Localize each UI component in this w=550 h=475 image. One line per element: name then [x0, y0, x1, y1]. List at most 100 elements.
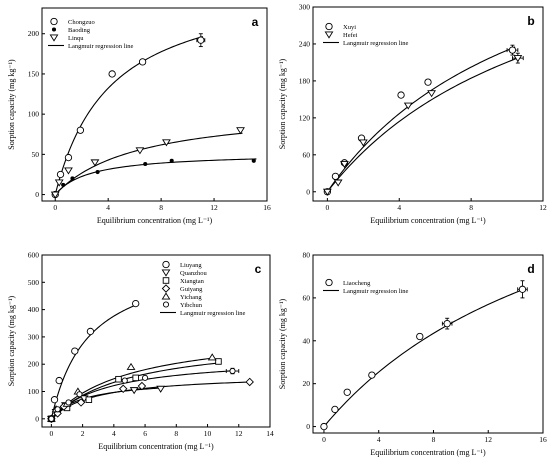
marker-xiangtan: [85, 396, 93, 403]
marker-xuyi: [331, 172, 340, 181]
fit-line-hefei: [326, 56, 521, 193]
y-axis-title: Sorption capacity (mg kg⁻¹): [278, 58, 287, 149]
y-tick-label: 120: [299, 113, 311, 122]
legend-fit-label: Langmuir regression line: [343, 288, 408, 295]
x-tick-label: 4: [112, 429, 116, 438]
marker-guiyang: [245, 377, 254, 387]
marker-liaocheng: [343, 388, 351, 396]
y-axis-title: Sorption capacity (mg kg⁻¹): [7, 59, 16, 150]
marker-yibchun: [142, 374, 149, 381]
fit-line-xuyi: [326, 46, 516, 193]
marker-liaocheng: [320, 422, 328, 431]
marker-liuyang: [55, 376, 63, 385]
marker-yibchun: [229, 367, 236, 375]
marker-yichang: [207, 353, 217, 361]
marker-quanzhou: [129, 387, 139, 395]
marker-hefei: [340, 161, 349, 169]
y-tick-label: 500: [28, 278, 40, 287]
x-tick-label: 0: [53, 203, 57, 212]
legend-entry: Xiangtan: [180, 278, 205, 285]
marker-yibchun: [121, 377, 128, 384]
y-tick-label: 300: [28, 332, 40, 341]
legend-entry: Baoding: [68, 27, 91, 34]
y-tick-label: 40: [303, 336, 311, 345]
legend-fit-label: Langmuir regression line: [180, 310, 245, 317]
x-tick-label: 0: [322, 435, 326, 444]
panel-letter: a: [252, 15, 259, 29]
fit-line-baoding: [54, 158, 257, 195]
y-tick-label: 200: [28, 29, 40, 38]
x-axis-title: Equilibrium concentration (mg L⁻¹): [370, 448, 486, 457]
marker-quanzhou: [156, 385, 166, 393]
y-axis-title: Sorption capacity (mg kg⁻¹): [7, 295, 16, 386]
y-tick-label: 20: [303, 379, 311, 388]
marker-linqu: [90, 159, 100, 167]
marker-xuyi: [325, 22, 333, 31]
x-tick-label: 0: [49, 429, 53, 438]
marker-guiyang: [76, 398, 86, 407]
y-tick-label: 200: [28, 360, 40, 369]
marker-liaocheng: [368, 371, 376, 379]
x-tick-label: 12: [539, 203, 547, 212]
legend-entry: Liaocheng: [343, 280, 371, 287]
marker-chongzuo: [64, 153, 73, 162]
marker-hefei: [403, 102, 413, 110]
y-tick-label: 100: [28, 387, 40, 396]
marker-liaocheng: [325, 278, 333, 287]
legend-entry: Hefei: [343, 32, 358, 39]
legend: LiuyangQuanzhouXiangtanGuiyangYichangYib…: [160, 260, 245, 317]
marker-quanzhou: [161, 269, 171, 277]
marker-yibchun: [76, 391, 83, 398]
marker-xuyi: [424, 78, 432, 86]
marker-chongzuo: [108, 70, 116, 78]
marker-chongzuo: [50, 17, 58, 26]
panel-c: 0 2 4 6 8 10 12 14 0 100 200 300 400 500 600 Equilibriu…: [7, 251, 274, 452]
marker-baoding: [51, 27, 57, 32]
marker-chongzuo: [76, 126, 85, 134]
y-tick-label: 0: [35, 414, 39, 423]
marker-xiangtan: [132, 374, 139, 382]
marker-liuyang: [50, 396, 59, 404]
marker-linqu: [161, 139, 171, 147]
x-tick-label: 8: [469, 203, 473, 212]
y-tick-label: 180: [299, 76, 311, 85]
x-tick-label: 16: [539, 435, 547, 444]
marker-yibchun: [65, 399, 72, 406]
y-tick-label: 0: [35, 190, 39, 199]
y-tick-label: 60: [303, 293, 311, 302]
marker-baoding: [169, 158, 174, 163]
x-tick-label: 14: [266, 429, 274, 438]
marker-xiangtan: [162, 277, 170, 284]
marker-baoding: [70, 176, 75, 181]
marker-hefei: [333, 179, 343, 187]
plot-frame: [312, 254, 544, 434]
x-tick-label: 10: [204, 429, 212, 438]
panel-a: 0 4 8 12 16 0 50 100 150 200 Equilibrium concentra…: [7, 7, 271, 225]
legend-entry: Yibchun: [180, 302, 203, 309]
panel-letter: d: [527, 262, 534, 276]
plot-frame: [41, 7, 268, 202]
marker-guiyang: [118, 384, 128, 394]
panel-d: 0 4 8 12 16 0 20 40 60 80 Equilibrium concentratio…: [278, 251, 547, 458]
y-axis-title: Sorption capacity (mg kg⁻¹): [278, 298, 287, 389]
marker-hefei: [324, 31, 334, 39]
x-tick-label: 12: [484, 435, 492, 444]
x-tick-label: 16: [263, 203, 271, 212]
legend-entry: Linqu: [68, 35, 84, 42]
x-axis-title: Equilibrium concentration (mg L⁻¹): [98, 442, 214, 451]
y-tick-label: 80: [303, 251, 311, 260]
legend-entry: Xuyi: [343, 24, 356, 31]
marker-liuyang: [162, 260, 170, 269]
x-tick-label: 0: [326, 203, 330, 212]
fit-line-liaocheng: [323, 288, 525, 427]
y-tick-label: 150: [28, 69, 40, 78]
fit-line-liuyang: [50, 303, 139, 419]
marker-yibchun: [54, 406, 61, 413]
marker-baoding: [61, 182, 66, 187]
legend-entry: Guiyang: [180, 286, 203, 293]
x-tick-label: 12: [210, 203, 218, 212]
